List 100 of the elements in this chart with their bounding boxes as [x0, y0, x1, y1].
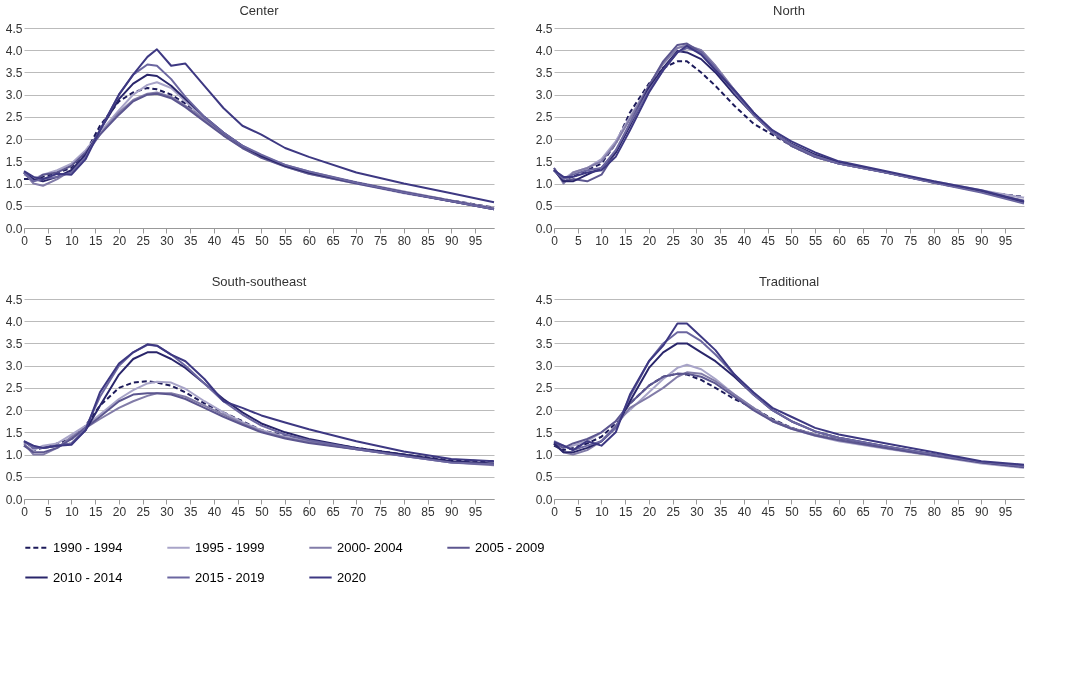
y-tick-label: 0.0: [5, 221, 23, 236]
y-tick-label: 4.5: [5, 21, 23, 36]
x-tick-label: 15: [619, 504, 633, 519]
x-tick-label: 85: [421, 504, 436, 519]
y-tick-label: 1.0: [535, 177, 553, 192]
x-tick-label: 80: [397, 233, 412, 248]
x-tick-label: 15: [89, 504, 103, 519]
x-tick-label: 25: [136, 504, 151, 519]
y-tick-label: 4.0: [5, 314, 23, 329]
x-tick-label: 30: [690, 504, 704, 519]
chart-title: Center: [239, 3, 280, 18]
x-tick-label: 45: [231, 504, 246, 519]
x-tick-label: 30: [160, 233, 174, 248]
x-tick-label: 70: [350, 233, 364, 248]
x-tick-label: 70: [880, 233, 894, 248]
y-tick-label: 1.5: [5, 154, 23, 169]
legend-label: 1990 - 1994: [53, 539, 123, 555]
x-tick-label: 65: [326, 504, 341, 519]
x-tick-label: 40: [207, 504, 222, 519]
legend-label: 2015 - 2019: [195, 569, 265, 585]
y-tick-label: 2.0: [5, 403, 23, 418]
x-tick-label: 55: [808, 233, 823, 248]
x-tick-label: 95: [998, 504, 1013, 519]
y-tick-label: 0.0: [5, 492, 23, 507]
x-tick-label: 95: [468, 504, 483, 519]
x-tick-label: 25: [666, 233, 681, 248]
x-tick-label: 25: [666, 504, 681, 519]
x-tick-label: 35: [183, 504, 198, 519]
x-tick-label: 40: [737, 233, 752, 248]
y-tick-label: 4.5: [535, 292, 553, 307]
x-tick-label: 60: [302, 504, 317, 519]
x-tick-label: 85: [421, 233, 436, 248]
x-tick-label: 5: [44, 233, 52, 248]
x-tick-label: 0: [21, 233, 29, 248]
y-tick-label: 4.0: [535, 314, 553, 329]
legend-label: 2005 - 2009: [475, 539, 545, 555]
y-tick-label: 2.0: [535, 403, 553, 418]
x-tick-label: 75: [373, 233, 388, 248]
y-tick-label: 1.0: [5, 177, 23, 192]
y-tick-label: 3.0: [5, 359, 23, 374]
x-tick-label: 85: [951, 504, 966, 519]
x-tick-label: 60: [832, 504, 847, 519]
x-tick-label: 5: [574, 233, 582, 248]
x-tick-label: 90: [975, 233, 989, 248]
y-tick-label: 3.5: [535, 65, 553, 80]
x-tick-label: 80: [397, 504, 412, 519]
chart-title: North: [773, 3, 805, 18]
x-tick-label: 90: [975, 504, 989, 519]
x-tick-label: 15: [89, 233, 103, 248]
x-tick-label: 70: [350, 504, 364, 519]
x-tick-label: 65: [856, 233, 871, 248]
x-tick-label: 55: [808, 504, 823, 519]
x-tick-label: 0: [551, 504, 559, 519]
chart-title: South-southeast: [211, 274, 307, 289]
x-tick-label: 65: [856, 504, 871, 519]
y-tick-label: 2.5: [5, 110, 23, 125]
x-tick-label: 25: [136, 233, 151, 248]
y-tick-label: 3.0: [5, 88, 23, 103]
x-tick-label: 0: [21, 504, 29, 519]
x-tick-label: 75: [373, 504, 388, 519]
legend-label: 1995 - 1999: [195, 539, 265, 555]
y-tick-label: 2.5: [5, 381, 23, 396]
y-tick-label: 1.0: [535, 448, 553, 463]
x-tick-label: 90: [445, 233, 459, 248]
x-tick-label: 30: [160, 504, 174, 519]
x-tick-label: 50: [255, 504, 269, 519]
y-tick-label: 1.5: [5, 425, 23, 440]
x-tick-label: 35: [713, 504, 728, 519]
y-tick-label: 2.5: [535, 381, 553, 396]
x-tick-label: 50: [785, 233, 799, 248]
x-tick-label: 0: [551, 233, 559, 248]
legend-label: 2010 - 2014: [53, 569, 123, 585]
x-tick-label: 20: [642, 504, 657, 519]
x-tick-label: 30: [690, 233, 704, 248]
x-tick-label: 5: [44, 504, 52, 519]
y-tick-label: 2.0: [5, 132, 23, 147]
y-tick-label: 3.0: [535, 359, 553, 374]
x-tick-label: 90: [445, 504, 459, 519]
y-tick-label: 2.5: [535, 110, 553, 125]
x-tick-label: 50: [255, 233, 269, 248]
x-tick-label: 95: [998, 233, 1013, 248]
legend-label: 2020: [337, 569, 366, 585]
y-tick-label: 0.5: [535, 470, 553, 485]
x-tick-label: 40: [737, 504, 752, 519]
y-tick-label: 1.0: [5, 448, 23, 463]
y-tick-label: 3.5: [535, 336, 553, 351]
x-tick-label: 10: [595, 233, 609, 248]
x-tick-label: 80: [927, 504, 942, 519]
x-tick-label: 20: [112, 504, 127, 519]
x-tick-label: 65: [326, 233, 341, 248]
x-tick-label: 55: [278, 233, 293, 248]
y-tick-label: 0.5: [5, 470, 23, 485]
x-tick-label: 20: [112, 233, 127, 248]
y-tick-label: 4.0: [535, 43, 553, 58]
x-tick-label: 20: [642, 233, 657, 248]
x-tick-label: 75: [903, 504, 918, 519]
x-tick-label: 80: [927, 233, 942, 248]
x-tick-label: 85: [951, 233, 966, 248]
y-tick-label: 0.0: [535, 221, 553, 236]
y-tick-label: 0.5: [535, 199, 553, 214]
